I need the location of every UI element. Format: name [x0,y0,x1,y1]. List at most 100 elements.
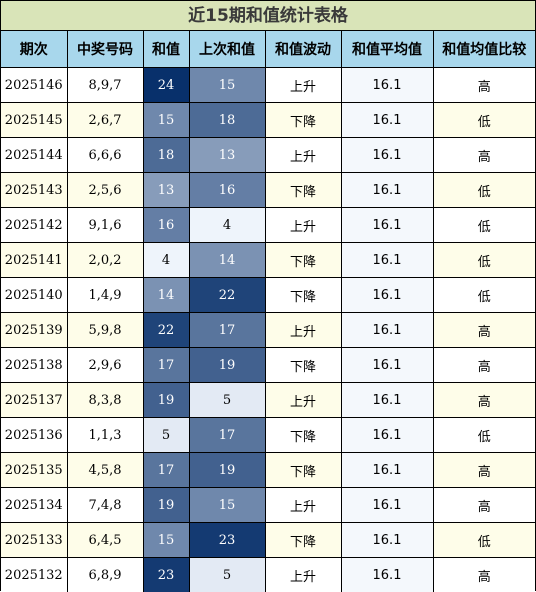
cell-prev-sum: 16 [189,173,265,208]
cell-compare: 高 [433,138,535,173]
cell-prev-sum: 15 [189,488,265,523]
cell-numbers: 1,1,3 [67,418,143,453]
cell-prev-sum: 4 [189,208,265,243]
cell-sum: 4 [143,243,189,278]
cell-period: 2025141 [1,243,67,278]
cell-trend: 下降 [265,348,341,383]
cell-numbers: 2,6,7 [67,103,143,138]
cell-prev-sum: 5 [189,383,265,418]
cell-period: 2025133 [1,523,67,558]
cell-prev-sum: 19 [189,348,265,383]
cell-sum: 16 [143,208,189,243]
cell-trend: 下降 [265,453,341,488]
cell-numbers: 8,9,7 [67,68,143,103]
cell-numbers: 1,4,9 [67,278,143,313]
cell-period: 2025134 [1,488,67,523]
header-sum: 和值 [143,31,189,68]
cell-compare: 高 [433,383,535,418]
cell-avg: 16.1 [341,523,433,558]
header-numbers: 中奖号码 [67,31,143,68]
cell-period: 2025139 [1,313,67,348]
cell-period: 2025143 [1,173,67,208]
cell-trend: 下降 [265,243,341,278]
cell-sum: 5 [143,418,189,453]
cell-numbers: 8,3,8 [67,383,143,418]
cell-prev-sum: 13 [189,138,265,173]
cell-avg: 16.1 [341,68,433,103]
cell-compare: 高 [433,488,535,523]
header-trend: 和值波动 [265,31,341,68]
cell-sum: 22 [143,313,189,348]
cell-compare: 低 [433,173,535,208]
cell-numbers: 2,5,6 [67,173,143,208]
cell-avg: 16.1 [341,348,433,383]
cell-avg: 16.1 [341,208,433,243]
cell-sum: 18 [143,138,189,173]
cell-period: 2025142 [1,208,67,243]
cell-sum: 23 [143,558,189,592]
cell-period: 2025138 [1,348,67,383]
cell-period: 2025146 [1,68,67,103]
cell-numbers: 5,9,8 [67,313,143,348]
cell-prev-sum: 17 [189,313,265,348]
cell-compare: 低 [433,103,535,138]
cell-compare: 高 [433,348,535,383]
cell-numbers: 6,4,5 [67,523,143,558]
cell-period: 2025135 [1,453,67,488]
cell-avg: 16.1 [341,138,433,173]
cell-avg: 16.1 [341,453,433,488]
cell-avg: 16.1 [341,558,433,592]
cell-trend: 上升 [265,488,341,523]
cell-numbers: 6,8,9 [67,558,143,592]
cell-compare: 低 [433,208,535,243]
cell-trend: 上升 [265,558,341,592]
cell-avg: 16.1 [341,278,433,313]
cell-period: 2025144 [1,138,67,173]
cell-avg: 16.1 [341,313,433,348]
cell-compare: 低 [433,243,535,278]
cell-sum: 15 [143,103,189,138]
sum-stats-table: 期次 中奖号码 和值 上次和值 和值波动 和值平均值 和值均值比较 202514… [1,31,535,592]
cell-prev-sum: 17 [189,418,265,453]
cell-sum: 14 [143,278,189,313]
cell-numbers: 6,6,6 [67,138,143,173]
cell-prev-sum: 15 [189,68,265,103]
cell-sum: 13 [143,173,189,208]
cell-period: 2025140 [1,278,67,313]
cell-trend: 下降 [265,103,341,138]
header-prev-sum: 上次和值 [189,31,265,68]
header-period: 期次 [1,31,67,68]
cell-trend: 下降 [265,278,341,313]
cell-period: 2025145 [1,103,67,138]
cell-trend: 上升 [265,68,341,103]
cell-sum: 17 [143,348,189,383]
cell-prev-sum: 22 [189,278,265,313]
cell-compare: 高 [433,558,535,592]
cell-numbers: 2,0,2 [67,243,143,278]
cell-trend: 下降 [265,523,341,558]
table-title: 近15期和值统计表格 [1,1,535,31]
cell-prev-sum: 14 [189,243,265,278]
cell-avg: 16.1 [341,418,433,453]
cell-avg: 16.1 [341,488,433,523]
cell-prev-sum: 23 [189,523,265,558]
cell-period: 2025137 [1,383,67,418]
cell-numbers: 9,1,6 [67,208,143,243]
cell-sum: 19 [143,383,189,418]
cell-compare: 高 [433,453,535,488]
header-compare: 和值均值比较 [433,31,535,68]
cell-avg: 16.1 [341,243,433,278]
cell-sum: 17 [143,453,189,488]
